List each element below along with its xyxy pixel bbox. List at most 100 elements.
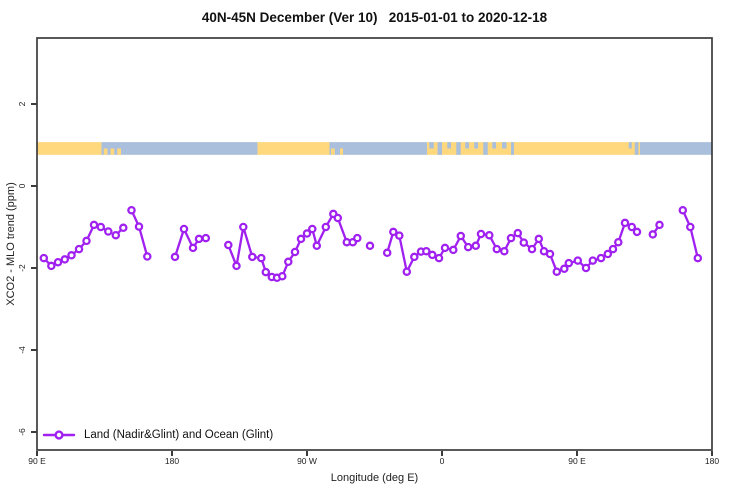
map-strip-patch-ocean: [474, 142, 478, 149]
data-point-marker: [410, 252, 419, 262]
y-tick-label: 2: [17, 101, 27, 107]
data-point-marker: [434, 253, 444, 263]
x-tick-mark: [171, 451, 173, 456]
map-strip-patch-land: [117, 148, 121, 155]
data-point-marker: [119, 223, 128, 233]
map-strip-patch-land: [110, 148, 115, 155]
map-strip-patch-land: [331, 148, 335, 155]
y-tick-label: -6: [17, 428, 27, 436]
y-tick-label: -2: [17, 264, 27, 272]
data-point-marker: [321, 222, 331, 232]
data-point-marker: [471, 241, 481, 251]
data-point-marker: [527, 244, 537, 254]
data-point-marker: [232, 261, 241, 271]
y-tick-mark: [31, 103, 37, 105]
series-line: [130, 209, 149, 258]
map-strip-land: [257, 142, 330, 155]
map-strip-patch-ocean: [634, 142, 639, 155]
map-strip-patch-ocean: [502, 142, 507, 149]
x-tick-label: 90 E: [28, 456, 46, 466]
data-point-marker: [188, 243, 198, 253]
x-tick-label: 90 W: [297, 456, 317, 466]
data-point-marker: [506, 233, 516, 243]
map-strip-ocean: [329, 142, 427, 155]
data-point-marker: [614, 237, 623, 247]
data-point-marker: [179, 224, 189, 234]
data-point-marker: [248, 252, 257, 262]
data-point-marker: [201, 233, 211, 243]
y-tick-mark: [31, 267, 37, 269]
data-point-marker: [573, 256, 583, 265]
map-strip-patch-ocean: [628, 142, 632, 149]
data-point-marker: [382, 248, 392, 258]
data-point-marker: [111, 230, 121, 240]
legend-label: Land (Nadir&Glint) and Ocean (Glint): [84, 429, 274, 441]
data-point-marker: [60, 255, 70, 264]
data-point-marker: [581, 263, 591, 273]
y-tick-mark: [31, 185, 37, 187]
data-point-marker: [134, 222, 144, 231]
chart-title: 40N-45N December (Ver 10) 2015-01-01 to …: [201, 10, 548, 25]
data-point-marker: [89, 220, 99, 230]
data-point-marker: [456, 231, 466, 241]
data-point-marker: [608, 244, 618, 254]
data-point-marker: [693, 253, 703, 263]
y-tick-label: -4: [17, 346, 27, 354]
data-point-marker: [492, 244, 502, 254]
data-point-marker: [428, 250, 437, 260]
map-strip-patch-land: [340, 148, 343, 155]
data-point-marker: [333, 213, 343, 223]
data-point-marker: [296, 234, 306, 244]
map-strip-patch-ocean: [511, 142, 514, 155]
x-tick-mark: [306, 451, 308, 456]
data-point-marker: [620, 218, 630, 228]
data-point-marker: [278, 271, 287, 281]
series-line: [227, 212, 359, 279]
data-point-marker: [603, 249, 613, 259]
x-tick-label: 180: [164, 456, 180, 466]
data-point-marker: [74, 244, 84, 254]
legend-marker-icon: [42, 430, 76, 440]
data-point-marker: [686, 222, 695, 232]
x-tick-mark: [36, 451, 38, 456]
plot-border: [36, 37, 713, 451]
map-strip-patch-ocean: [429, 142, 434, 149]
map-strip-patch-ocean: [437, 142, 442, 155]
data-point-marker: [143, 252, 152, 261]
map-strip-patch-ocean: [483, 142, 488, 155]
map-strip-patch-ocean: [447, 142, 451, 149]
data-point-marker: [678, 205, 688, 215]
map-strip-ocean: [640, 142, 712, 155]
data-point-marker: [564, 258, 574, 268]
data-point-marker: [312, 241, 322, 251]
data-point-marker: [648, 230, 658, 239]
data-point-marker: [194, 234, 204, 244]
data-point-marker: [632, 227, 642, 237]
data-point-marker: [519, 238, 529, 247]
data-point-marker: [104, 227, 113, 236]
x-tick-mark: [441, 451, 443, 456]
data-point-marker: [534, 234, 544, 244]
series-line: [173, 227, 207, 259]
y-tick-mark: [31, 431, 37, 433]
legend: Land (Nadir&Glint) and Ocean (Glint): [42, 429, 273, 441]
data-point-marker: [39, 253, 49, 263]
data-point-marker: [261, 267, 271, 277]
map-strip-patch-land: [103, 148, 108, 155]
data-point-marker: [552, 267, 562, 276]
data-point-marker: [47, 261, 56, 271]
data-point-marker: [588, 256, 598, 265]
data-point-marker: [440, 243, 450, 253]
data-point-marker: [170, 252, 180, 262]
data-point-marker: [389, 227, 398, 237]
data-point-marker: [449, 245, 458, 255]
y-tick-mark: [31, 349, 37, 351]
y-tick-label: 0: [17, 183, 27, 189]
data-point-marker: [302, 229, 312, 238]
x-tick-mark: [576, 451, 578, 456]
data-point-marker: [308, 224, 317, 234]
x-tick-label: 180: [704, 456, 720, 466]
series-line: [681, 209, 699, 260]
data-point-marker: [463, 242, 473, 252]
